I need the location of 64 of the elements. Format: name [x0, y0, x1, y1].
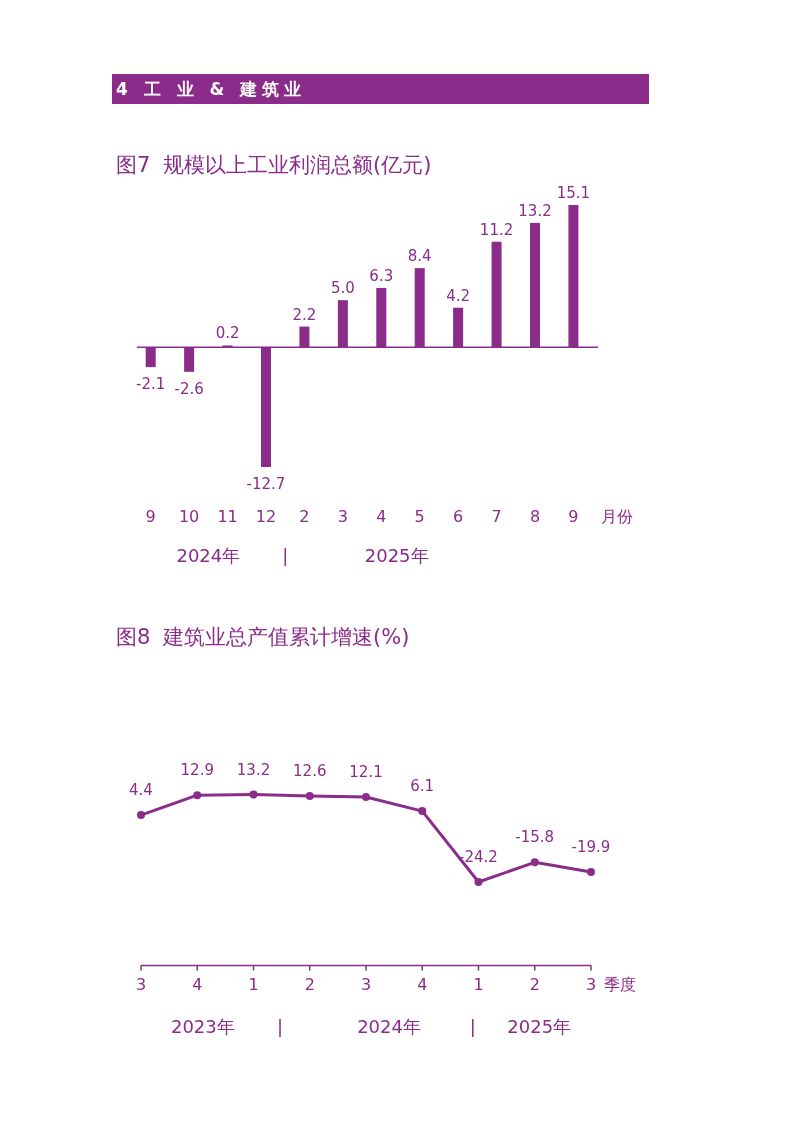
point	[137, 811, 145, 820]
x-tick-label: 6	[453, 506, 464, 526]
point	[305, 791, 314, 800]
text: 4 工 业 & 建筑业	[116, 79, 307, 99]
data-label: -12.7	[246, 475, 286, 493]
x-tick-label: 2	[529, 975, 540, 994]
x-tick-label: 3	[135, 975, 147, 994]
text: 2024年	[176, 544, 241, 566]
x-tick-label: 9	[145, 506, 156, 526]
x-tick-label: 3	[360, 975, 372, 994]
chart-title: 图8 建筑业总产值累计增速(%)	[116, 625, 410, 649]
data-label: -19.9	[571, 837, 611, 856]
data-label: 12.9	[180, 761, 214, 780]
point	[418, 807, 427, 816]
data-label: 4.4	[129, 781, 153, 800]
data-label: 15.1	[556, 184, 591, 202]
data-label: 8.4	[407, 247, 432, 266]
data-label: 13.2	[518, 201, 552, 220]
data-label: 2.2	[292, 305, 317, 324]
point	[193, 791, 202, 800]
x-axis-title: 月份	[601, 506, 634, 526]
x-tick-label: 2	[299, 506, 310, 526]
data-label: 12.1	[349, 763, 383, 782]
data-label: 5.0	[330, 279, 355, 298]
x-tick-label: 7	[491, 506, 502, 526]
text: 2024年	[357, 1016, 421, 1037]
x-tick-label: 1	[473, 975, 484, 994]
data-label: -15.8	[515, 828, 555, 847]
chart-title: 图7 规模以上工业利润总额(亿元)	[116, 153, 432, 177]
x-tick-label: 10	[178, 506, 200, 526]
x-tick-label: 9	[568, 506, 579, 526]
data-label: 6.1	[410, 777, 435, 796]
data-label: 13.2	[236, 760, 271, 779]
text: 2023年	[170, 1016, 235, 1037]
point	[362, 793, 370, 802]
x-axis-title: 季度	[603, 975, 636, 994]
x-tick-label: 12	[255, 506, 277, 526]
text: |	[469, 1016, 476, 1037]
x-tick-label: 1	[248, 975, 259, 994]
x-tick-label: 3	[585, 975, 597, 994]
data-label: -24.2	[459, 848, 498, 866]
x-tick-label: 5	[414, 506, 425, 526]
text: 2025年	[507, 1016, 572, 1037]
data-label: 12.6	[293, 761, 327, 780]
data-label: -2.1	[136, 375, 166, 394]
text: 2025年	[364, 544, 429, 566]
data-label: 6.3	[369, 266, 394, 285]
x-tick-label: 4	[376, 506, 387, 526]
text: |	[282, 544, 289, 566]
data-label: 4.2	[446, 286, 471, 305]
data-label: -2.6	[174, 379, 204, 398]
point	[474, 878, 483, 886]
x-tick-label: 8	[529, 506, 541, 526]
x-tick-label: 2	[304, 975, 315, 994]
point	[249, 790, 258, 799]
point	[530, 858, 539, 867]
x-tick-label: 3	[337, 506, 348, 526]
point	[587, 867, 595, 876]
data-label: 11.2	[479, 220, 514, 239]
x-tick-label: 11	[217, 506, 238, 526]
text: |	[276, 1016, 283, 1037]
x-tick-label: 4	[192, 975, 203, 994]
data-label: 0.2	[215, 324, 240, 343]
x-tick-label: 4	[417, 975, 428, 994]
